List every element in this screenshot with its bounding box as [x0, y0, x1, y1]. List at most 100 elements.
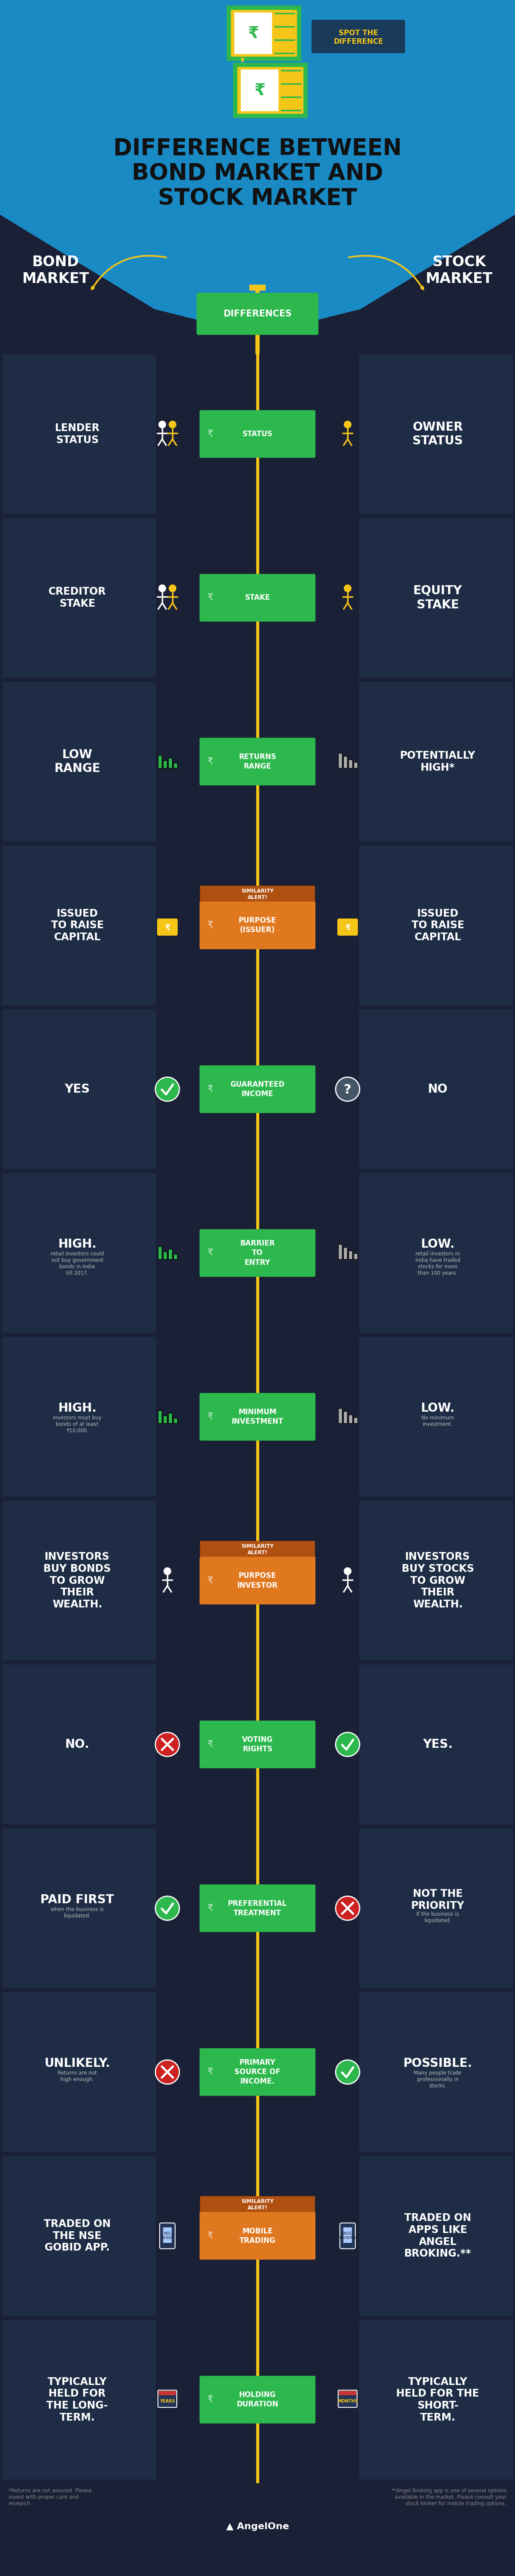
FancyBboxPatch shape — [200, 1394, 315, 1440]
Circle shape — [156, 1896, 179, 1919]
Text: ₹: ₹ — [207, 2231, 213, 2241]
Text: If the business is
liquidated.: If the business is liquidated. — [417, 1911, 459, 1924]
Text: MONTHS: MONTHS — [337, 2398, 358, 2403]
FancyBboxPatch shape — [2, 1337, 156, 1497]
Text: PURPOSE
(ISSUER): PURPOSE (ISSUER) — [238, 917, 277, 935]
Text: MOBILE
TRADING: MOBILE TRADING — [239, 2228, 276, 2244]
FancyBboxPatch shape — [200, 1721, 315, 1767]
FancyBboxPatch shape — [348, 1414, 352, 1425]
FancyBboxPatch shape — [157, 920, 178, 935]
FancyBboxPatch shape — [2, 1991, 156, 2151]
FancyBboxPatch shape — [340, 2223, 355, 2249]
Text: ?: ? — [344, 1084, 351, 1097]
Text: No minimum
investment.: No minimum investment. — [421, 1414, 454, 1427]
FancyBboxPatch shape — [338, 2391, 357, 2409]
Circle shape — [336, 1077, 359, 1100]
Text: TRADED ON
APPS LIKE
ANGEL
BROKING.**: TRADED ON APPS LIKE ANGEL BROKING.** — [404, 2213, 471, 2259]
Text: retail investors could
not buy government
bonds in India
till 2017.: retail investors could not buy governmen… — [50, 1252, 104, 1275]
FancyBboxPatch shape — [200, 902, 315, 948]
Text: ₹: ₹ — [165, 925, 170, 933]
FancyBboxPatch shape — [159, 2391, 176, 2396]
FancyBboxPatch shape — [200, 1229, 315, 1278]
FancyBboxPatch shape — [2, 1664, 156, 1824]
FancyBboxPatch shape — [163, 760, 167, 768]
FancyBboxPatch shape — [343, 755, 347, 768]
Text: DIFFERENCES: DIFFERENCES — [223, 309, 292, 319]
Text: ₹: ₹ — [254, 82, 265, 98]
Circle shape — [156, 2061, 179, 2084]
Text: ₹: ₹ — [207, 1412, 213, 1422]
Text: **Angel Broking app is one of several options
available in the market. Please co: **Angel Broking app is one of several op… — [391, 2488, 506, 2506]
Text: Returns are not
high enough.: Returns are not high enough. — [58, 2071, 97, 2081]
FancyBboxPatch shape — [359, 1337, 513, 1497]
Text: ANGEL
BROKING: ANGEL BROKING — [339, 2231, 356, 2241]
Text: DIFFERENCE BETWEEN
BOND MARKET AND
STOCK MARKET: DIFFERENCE BETWEEN BOND MARKET AND STOCK… — [113, 137, 402, 209]
FancyBboxPatch shape — [231, 10, 297, 57]
FancyBboxPatch shape — [168, 757, 172, 768]
Text: INVESTORS
BUY BONDS
TO GROW
THEIR
WEALTH.: INVESTORS BUY BONDS TO GROW THEIR WEALTH… — [43, 1551, 111, 1610]
Text: ₹: ₹ — [207, 592, 213, 603]
Circle shape — [336, 2061, 359, 2084]
Text: HIGH.: HIGH. — [58, 1401, 96, 1414]
FancyBboxPatch shape — [200, 2375, 315, 2424]
Text: POSSIBLE.: POSSIBLE. — [403, 2058, 472, 2069]
Circle shape — [164, 1566, 171, 1574]
FancyBboxPatch shape — [2, 518, 156, 677]
Text: VOTING
RIGHTS: VOTING RIGHTS — [242, 1736, 273, 1754]
FancyBboxPatch shape — [359, 355, 513, 513]
Text: SIMILARITY
ALERT!: SIMILARITY ALERT! — [241, 2200, 274, 2210]
FancyBboxPatch shape — [168, 1249, 172, 1260]
FancyBboxPatch shape — [359, 518, 513, 677]
Text: TYPICALLY
HELD FOR THE
SHORT-
TERM.: TYPICALLY HELD FOR THE SHORT- TERM. — [396, 2378, 479, 2421]
FancyBboxPatch shape — [2, 1010, 156, 1170]
Text: ₹: ₹ — [207, 1084, 213, 1092]
Text: PAID FIRST: PAID FIRST — [41, 1893, 114, 1906]
Text: UNLIKELY.: UNLIKELY. — [44, 2058, 110, 2069]
FancyBboxPatch shape — [200, 410, 315, 459]
FancyBboxPatch shape — [359, 2156, 513, 2316]
Text: ▲ AngelOne: ▲ AngelOne — [226, 2522, 289, 2530]
Text: HOLDING
DURATION: HOLDING DURATION — [236, 2391, 279, 2409]
FancyBboxPatch shape — [200, 737, 315, 786]
FancyBboxPatch shape — [338, 1244, 342, 1260]
Circle shape — [336, 1896, 359, 1919]
FancyBboxPatch shape — [200, 574, 315, 621]
FancyBboxPatch shape — [2, 2156, 156, 2316]
Text: RETURNS
RANGE: RETURNS RANGE — [238, 752, 277, 770]
FancyBboxPatch shape — [348, 760, 352, 768]
Text: Many people trade
professionally in
stocks.: Many people trade professionally in stoc… — [414, 2071, 461, 2089]
Text: BARRIER
TO
ENTRY: BARRIER TO ENTRY — [240, 1239, 275, 1267]
FancyBboxPatch shape — [241, 70, 279, 111]
FancyBboxPatch shape — [197, 294, 318, 335]
Text: NO.: NO. — [65, 1739, 90, 1752]
FancyBboxPatch shape — [168, 1414, 172, 1425]
FancyBboxPatch shape — [200, 2213, 315, 2259]
FancyBboxPatch shape — [237, 67, 303, 113]
FancyBboxPatch shape — [2, 1829, 156, 1989]
Text: SIMILARITY
ALERT!: SIMILARITY ALERT! — [241, 889, 274, 899]
FancyBboxPatch shape — [2, 1502, 156, 1662]
Text: YES: YES — [64, 1082, 90, 1095]
Text: ₹: ₹ — [207, 757, 213, 765]
FancyBboxPatch shape — [200, 1066, 315, 1113]
FancyBboxPatch shape — [2, 845, 156, 1005]
FancyBboxPatch shape — [344, 2228, 352, 2244]
Text: HIGH.: HIGH. — [58, 1239, 96, 1249]
FancyBboxPatch shape — [353, 762, 357, 768]
FancyBboxPatch shape — [343, 1412, 347, 1425]
Text: PREFERENTIAL
TREATMENT: PREFERENTIAL TREATMENT — [228, 1899, 287, 1917]
FancyBboxPatch shape — [348, 1252, 352, 1260]
FancyBboxPatch shape — [163, 1417, 167, 1425]
FancyBboxPatch shape — [163, 1252, 167, 1260]
Circle shape — [344, 420, 351, 428]
FancyBboxPatch shape — [200, 2197, 315, 2213]
FancyBboxPatch shape — [338, 752, 342, 768]
Circle shape — [159, 585, 166, 592]
Text: ₹: ₹ — [207, 1741, 213, 1749]
Text: ₹: ₹ — [207, 922, 213, 930]
FancyBboxPatch shape — [227, 5, 301, 62]
Text: ₹: ₹ — [248, 26, 259, 41]
Circle shape — [169, 420, 176, 428]
FancyBboxPatch shape — [343, 1247, 347, 1260]
Text: SPOT THE
DIFFERENCE: SPOT THE DIFFERENCE — [334, 28, 383, 46]
